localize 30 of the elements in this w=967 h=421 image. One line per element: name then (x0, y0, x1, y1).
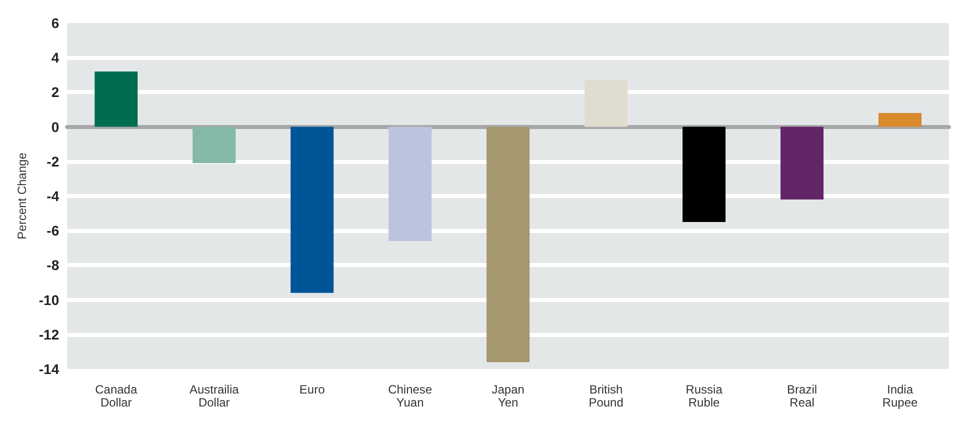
y-axis-title: Percent Change (15, 152, 29, 240)
y-tick-label: 4 (51, 50, 60, 66)
y-tick-label: -4 (46, 188, 60, 204)
bar (290, 126, 334, 293)
y-tick-label: -6 (46, 222, 60, 239)
y-tick-label: 2 (51, 84, 60, 100)
bar (94, 71, 138, 127)
y-tick-label: -8 (46, 257, 60, 274)
y-tick-label: 6 (51, 15, 60, 31)
y-tick-label: -14 (38, 361, 60, 377)
x-tick-label: British Pound (588, 382, 624, 410)
bar (192, 126, 236, 164)
x-tick-label: Brazil Real (787, 382, 818, 410)
bar (388, 126, 432, 241)
x-tick-label: Canada Dollar (95, 382, 138, 410)
y-tick-label: 0 (51, 118, 60, 135)
x-tick-label: India Rupee (882, 382, 918, 410)
x-tick-label: Austrailia Dollar (189, 382, 240, 410)
x-tick-label: Japan Yen (492, 382, 524, 410)
x-tick-label: Chinese Yuan (388, 382, 432, 410)
x-tick-label: Russia Ruble (686, 382, 723, 410)
bar (682, 126, 726, 222)
y-tick-label: -10 (38, 292, 60, 308)
y-tick-label: -2 (46, 153, 60, 170)
bar (878, 112, 922, 127)
bar (584, 80, 628, 127)
x-tick-label: Euro (299, 382, 326, 396)
y-tick-label: -12 (38, 326, 60, 342)
bar (486, 126, 530, 362)
bar (780, 126, 824, 200)
